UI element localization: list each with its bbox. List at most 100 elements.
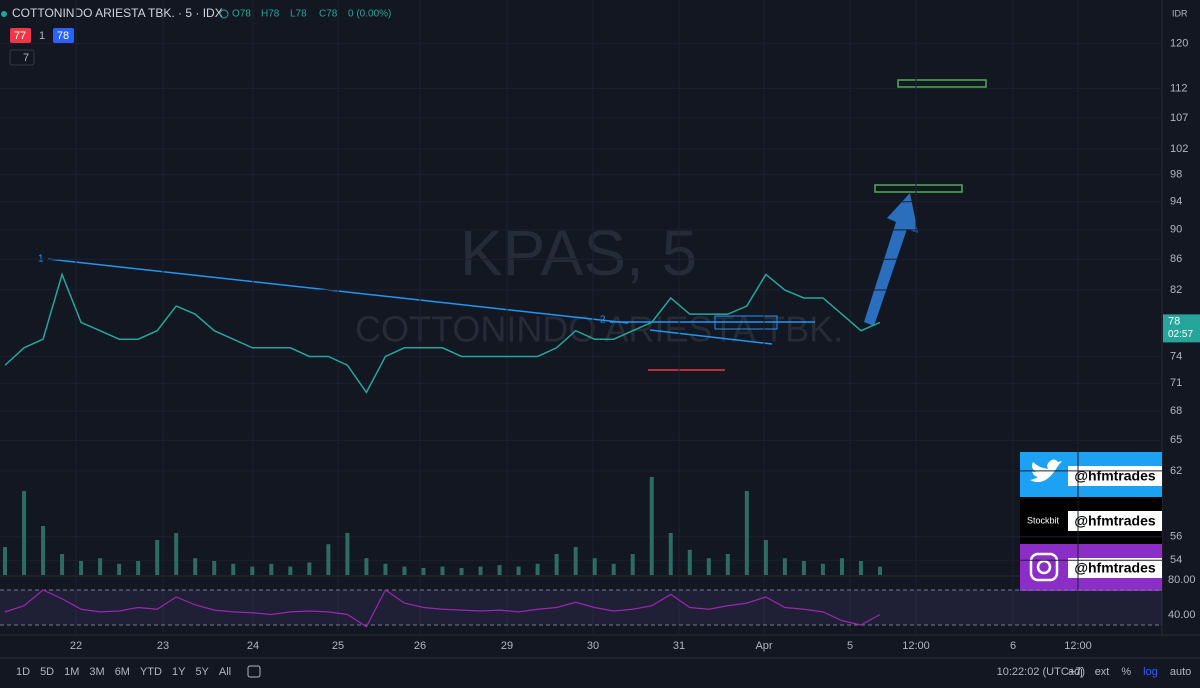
range-button[interactable]: 1D (16, 666, 30, 678)
social-panel: @hfmtrades Stockbit @hfmtrades @hfmtrade… (1020, 452, 1162, 591)
range-button[interactable]: 5Y (195, 666, 209, 678)
handle-box (1068, 558, 1162, 578)
price-line (4, 272, 881, 394)
watermark-ticker: KPAS, 5 (460, 217, 697, 289)
indicator-toggle[interactable] (9, 49, 35, 66)
ohlc-value: L78 (290, 9, 307, 20)
range-button[interactable]: 3M (89, 666, 104, 678)
volume-bar (497, 565, 502, 575)
chart-option[interactable]: log (1143, 666, 1158, 678)
y-tick-label: 56 (1170, 531, 1182, 543)
instagram-icon (1036, 559, 1052, 575)
x-tick-label: 12:00 (902, 640, 930, 652)
twitter-handle[interactable]: @hfmtrades (1074, 468, 1156, 484)
x-tick-label: 25 (332, 640, 344, 652)
y-tick-label: 62 (1170, 465, 1182, 477)
handle-box (1068, 511, 1162, 531)
volume-bar (706, 558, 711, 575)
x-tick-label: 29 (501, 640, 513, 652)
volume-bar (231, 563, 236, 575)
volume-bar (421, 568, 426, 575)
volume-bar (630, 554, 635, 575)
volume-bar (478, 566, 483, 575)
volume-bar (22, 491, 27, 575)
volume-bar (820, 563, 825, 575)
symbol[interactable]: COTTONINDO ARIESTA TBK. · 5 · IDX (12, 6, 223, 20)
volume-bar (516, 566, 521, 575)
y-tick-label: 112 (1170, 82, 1188, 94)
volume-bar (592, 558, 597, 575)
range-button[interactable]: 5D (40, 666, 54, 678)
instagram-handle[interactable]: @hfmtrades (1074, 560, 1156, 576)
buy-price: 78 (57, 30, 69, 42)
buy-badge[interactable] (53, 28, 74, 43)
x-tick-label: 30 (587, 640, 599, 652)
volume-bar (174, 533, 179, 575)
volume-bar (364, 558, 369, 575)
volume-bar (554, 554, 559, 575)
volume-bar (535, 563, 540, 575)
chart-option[interactable]: ext (1095, 666, 1110, 678)
sell-badge[interactable] (10, 28, 31, 43)
chart-option[interactable]: % (1121, 666, 1131, 678)
volume-bar (649, 477, 654, 575)
volume-bar (858, 561, 863, 575)
volume-bar (611, 563, 616, 575)
volume-bar (725, 554, 730, 575)
instagram-icon (1029, 552, 1059, 582)
volume-bar (60, 554, 65, 575)
x-tick-label: 26 (414, 640, 426, 652)
volume-bar (155, 540, 160, 575)
target-box (874, 184, 963, 193)
volume-bar (41, 526, 46, 575)
volume-bar (763, 540, 768, 575)
y-tick-label: 90 (1170, 224, 1182, 236)
y-tick-label: 68 (1170, 405, 1182, 417)
volume-bar (345, 533, 350, 575)
range-button[interactable]: All (219, 666, 231, 678)
ohlc: O78 H78 L78 C78 0 (0.00%) (232, 9, 391, 20)
range-button[interactable]: 1M (64, 666, 79, 678)
range-button[interactable]: 1Y (172, 666, 186, 678)
range-button[interactable]: YTD (140, 666, 162, 678)
volume-bar (117, 563, 122, 575)
volume-bar (136, 561, 141, 575)
ohlc-value: O78 (232, 9, 251, 20)
y-tick-label: 82 (1170, 284, 1182, 296)
spread: 1 (39, 30, 45, 42)
x-tick-label: 24 (247, 640, 259, 652)
volume-bar (744, 491, 749, 575)
rsi-fill (0, 589, 1162, 625)
volume-bar (878, 566, 882, 575)
y-tick-label: 74 (1170, 350, 1182, 362)
volume-bar (459, 568, 464, 575)
y-tick-label: 54 (1170, 554, 1182, 566)
range-box (714, 315, 778, 330)
status-dot (1, 11, 7, 17)
sell-price: 77 (14, 30, 26, 42)
volume-bar (269, 563, 274, 575)
y-tick-label: 65 (1170, 434, 1182, 446)
countdown: 02:57 (1168, 329, 1193, 340)
volume-bar (212, 561, 217, 575)
market-status (219, 9, 229, 19)
drawing-label: 2 (600, 315, 606, 326)
chart-option[interactable]: adj (1068, 666, 1083, 678)
volume-bar (3, 547, 7, 575)
chart-option[interactable]: auto (1170, 666, 1191, 678)
clock: 10:22:02 (UTC+7) (997, 666, 1085, 678)
volume-bar (383, 563, 388, 575)
range-button[interactable]: 6M (115, 666, 130, 678)
x-tick-label: Apr (755, 640, 772, 652)
date-range-icon[interactable] (247, 665, 261, 678)
stockbit-logo: Stockbit (1027, 515, 1060, 525)
volume-bar (250, 566, 255, 575)
stockbit-handle[interactable]: @hfmtrades (1074, 513, 1156, 529)
x-tick-label: 5 (847, 640, 853, 652)
x-tick-label: 31 (673, 640, 685, 652)
volume-bar (79, 561, 84, 575)
volume-bar (573, 547, 578, 575)
